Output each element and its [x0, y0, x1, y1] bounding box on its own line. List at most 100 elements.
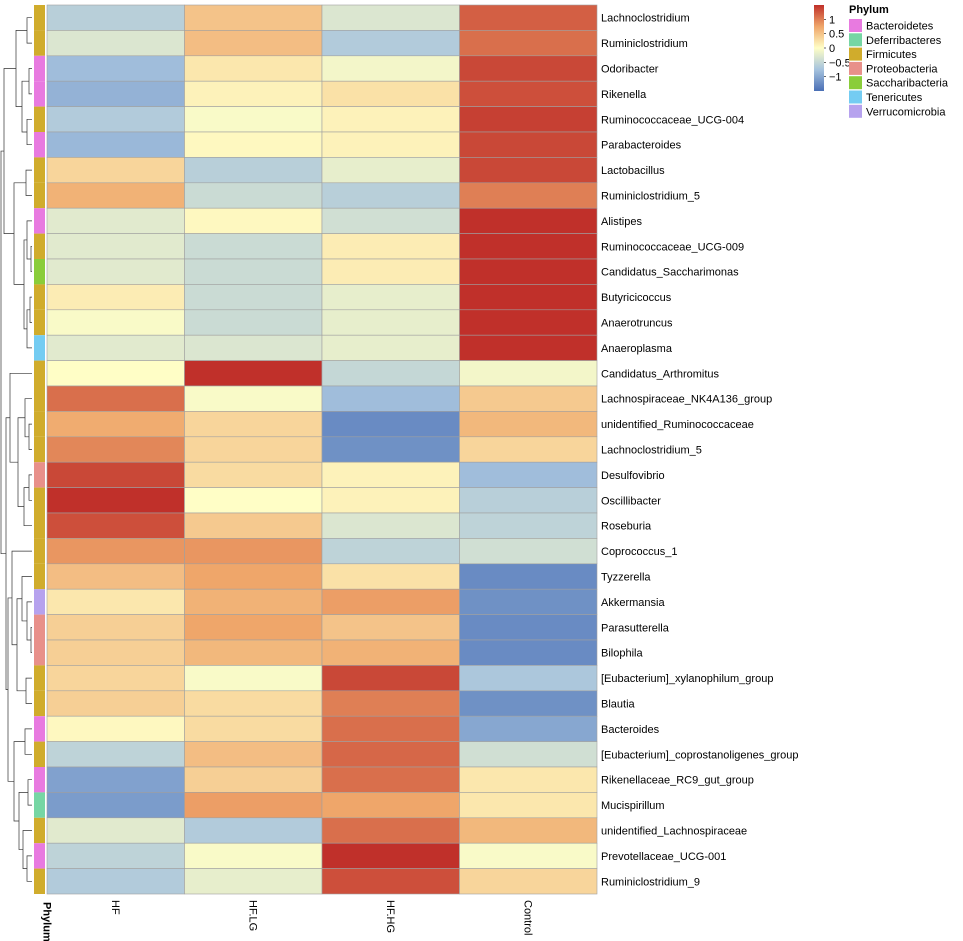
dendrogram-branch [16, 598, 26, 692]
legend-entry-label: Bacteroidetes [866, 21, 934, 33]
row-label: [Eubacterium]_xylanophilum_group [601, 673, 773, 685]
heatmap-cell [321, 868, 460, 895]
heatmap-cell [459, 868, 598, 895]
row-label: Blautia [601, 699, 636, 711]
phylum-annotation-cell [34, 868, 45, 894]
heatmap-cell [46, 563, 185, 590]
heatmap-cell [184, 436, 323, 463]
dendrogram-branch [27, 779, 32, 806]
legend-swatch [849, 90, 862, 104]
heatmap-cell [46, 766, 185, 793]
phylum-annotation-cell [34, 106, 45, 132]
row-label: Roseburia [601, 521, 652, 533]
heatmap-cell [46, 436, 185, 463]
heatmap-cell [184, 157, 323, 184]
phylum-annotation-cell [34, 55, 45, 82]
phylum-annotation-cell [34, 690, 45, 717]
row-label: Ruminiclostridium_5 [601, 191, 700, 203]
heatmap-cell [459, 538, 598, 565]
heatmap-cell [459, 157, 598, 184]
dendrogram-branch [21, 80, 29, 133]
heatmap-cell [46, 411, 185, 438]
dendrogram-branch [0, 150, 6, 555]
dendrogram-branch [26, 118, 32, 146]
heatmap-cell [321, 588, 460, 615]
heatmap-cell [321, 563, 460, 590]
heatmap-cell [46, 538, 185, 565]
heatmap-cell [321, 284, 460, 311]
phylum-annotation-cell [34, 30, 45, 56]
heatmap-cell [184, 614, 323, 641]
heatmap-cell [321, 639, 460, 666]
heatmap-cell [459, 563, 598, 590]
heatmap-cell [321, 4, 460, 31]
heatmap-cell [46, 741, 185, 768]
heatmap-cell [46, 131, 185, 158]
heatmap-cell [321, 436, 460, 463]
heatmap-cell [46, 207, 185, 234]
row-label: Ruminiclostridium_9 [601, 876, 700, 888]
heatmap-cell [46, 233, 185, 260]
dendrogram-branch [15, 30, 27, 107]
dendrogram-branch [24, 398, 32, 438]
phylum-annotation-cell [34, 309, 45, 336]
heatmap-cell [184, 131, 323, 158]
phylum-annotation-cell [34, 589, 45, 615]
heatmap-cell [321, 106, 460, 133]
phylum-annotation-cell [34, 538, 45, 564]
heatmap-cell [184, 868, 323, 895]
heatmap-cell [321, 131, 460, 158]
dendrogram-branch [28, 423, 32, 450]
phylum-annotation-cell [34, 640, 45, 666]
color-scale-bar [814, 5, 824, 91]
legend-entry-label: Firmicutes [866, 49, 917, 61]
phylum-annotation-cell [34, 411, 45, 437]
heatmap-cell [459, 639, 598, 666]
legend-swatch [849, 33, 862, 47]
heatmap-cell [321, 360, 460, 387]
heatmap-cell [459, 665, 598, 692]
heatmap-cell [46, 639, 185, 666]
legend-swatch [849, 47, 862, 61]
heatmap-cell [459, 360, 598, 387]
heatmap-cell [459, 436, 598, 463]
heatmap-cell [321, 665, 460, 692]
row-label: Lachnospiraceae_NK4A136_group [601, 394, 772, 406]
legend-entry-label: Tenericutes [866, 92, 923, 104]
heatmap-cell [184, 588, 323, 615]
heatmap-cell [46, 80, 185, 107]
dendrogram-branch [26, 309, 32, 349]
heatmap-cell [184, 487, 323, 514]
heatmap-cell [459, 741, 598, 768]
heatmap-cell [321, 55, 460, 82]
heatmap-cell [321, 741, 460, 768]
heatmap-cell [46, 30, 185, 57]
heatmap-cell [459, 614, 598, 641]
heatmap-cell [184, 411, 323, 438]
column-label: HF [109, 900, 121, 915]
row-label: Parasutterella [601, 622, 670, 634]
heatmap-cell [46, 258, 185, 285]
heatmap-cell [184, 182, 323, 209]
heatmap-cell [321, 538, 460, 565]
color-scale-tick-label: −1 [829, 72, 842, 84]
heatmap-cell [46, 157, 185, 184]
heatmap-cell [321, 614, 460, 641]
row-label: Lactobacillus [601, 165, 665, 177]
heatmap-cell [321, 766, 460, 793]
heatmap-cell [184, 690, 323, 717]
legend-swatch [849, 19, 862, 32]
row-label: Odoribacter [601, 64, 659, 76]
phylum-annotation-cell [34, 436, 45, 463]
row-label: Candidatus_Saccharimonas [601, 267, 739, 279]
dendrogram-branch [23, 487, 32, 527]
phylum-annotation-cell [34, 817, 45, 844]
heatmap-cell [184, 563, 323, 590]
heatmap-cell [321, 690, 460, 717]
row-label: Anaerotruncus [601, 318, 673, 330]
dendrogram-branch [28, 68, 32, 95]
row-label: Candidatus_Arthromitus [601, 368, 720, 380]
heatmap-cell [46, 461, 185, 488]
color-scale-tick-label: −0.5 [829, 57, 851, 69]
heatmap-cell [321, 842, 460, 869]
